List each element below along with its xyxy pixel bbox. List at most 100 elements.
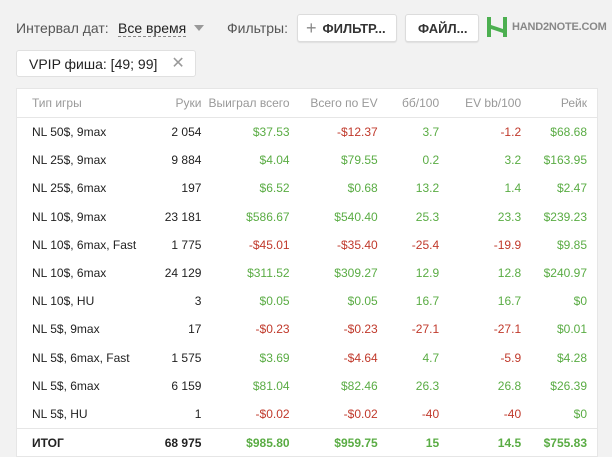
cell-ev-bb100: -1.2 bbox=[500, 125, 522, 140]
cell-ev-bb100: -19.9 bbox=[493, 237, 522, 252]
cell-bb100: 26.3 bbox=[415, 378, 440, 393]
cell-bb100: 25.3 bbox=[415, 209, 440, 224]
cell-ev-total: $82.46 bbox=[340, 378, 378, 393]
table-row[interactable]: NL 25$, 9max 9 884 $4.04 $79.55 0.2 3.2 $163.9… bbox=[17, 146, 597, 174]
cell-bb100: -25.4 bbox=[411, 237, 440, 252]
cell-hands: 2 054 bbox=[171, 125, 202, 140]
cell-hands: 3 bbox=[194, 294, 202, 309]
column-header-ev-total[interactable]: Всего по EV bbox=[289, 89, 378, 118]
cell-ev-bb100: 16.7 bbox=[497, 294, 522, 309]
hand2note-logo-icon bbox=[487, 17, 507, 37]
file-button[interactable]: ФАЙЛ... bbox=[405, 14, 479, 42]
cell-ev-bb100: 1.4 bbox=[504, 181, 522, 196]
cell-game-type: ИТОГ bbox=[17, 428, 149, 457]
cell-game-type: NL 10$, HU bbox=[32, 294, 95, 309]
cell-ev-total: -$4.64 bbox=[343, 350, 378, 365]
cell-hands: 23 181 bbox=[164, 209, 202, 224]
active-filter-chip[interactable]: VPIP фиша: [49; 99] ✕ bbox=[16, 50, 196, 77]
cell-game-type: NL 5$, 9max bbox=[32, 322, 100, 337]
column-header-won-total[interactable]: Выиграл всего bbox=[201, 89, 290, 118]
cell-ev-total: -$12.37 bbox=[336, 125, 378, 140]
cell-won-total: -$0.23 bbox=[255, 322, 290, 337]
table-row[interactable]: NL 25$, 6max 197 $6.52 $0.68 13.2 1.4 $2.47 bbox=[17, 174, 597, 202]
cell-hands: 1 bbox=[194, 406, 202, 421]
cell-ev-bb100: -40 bbox=[503, 406, 522, 421]
column-header-hands[interactable]: Руки bbox=[148, 89, 202, 118]
table-row[interactable]: NL 10$, 9max 23 181 $586.67 $540.40 25.3 23.3… bbox=[17, 203, 597, 231]
cell-rake: $240.97 bbox=[543, 266, 587, 281]
cell-ev-total: $959.75 bbox=[289, 428, 378, 457]
cell-bb100: 16.7 bbox=[415, 294, 440, 309]
cell-ev-total: $540.40 bbox=[334, 209, 378, 224]
cell-ev-total: $309.27 bbox=[334, 266, 378, 281]
cell-won-total: $586.67 bbox=[246, 209, 290, 224]
file-button-label: ФАЙЛ... bbox=[418, 20, 468, 36]
cell-won-total: $37.53 bbox=[252, 125, 290, 140]
cell-rake: $163.95 bbox=[543, 153, 587, 168]
cell-rake: $2.47 bbox=[556, 181, 587, 196]
cell-rake: $9.85 bbox=[556, 237, 587, 252]
cell-game-type: NL 10$, 6max, Fast bbox=[32, 237, 137, 252]
cell-game-type: NL 5$, 6max bbox=[32, 378, 100, 393]
date-interval-value[interactable]: Все время bbox=[118, 19, 187, 37]
table-row[interactable]: NL 5$, 6max, Fast 1 575 $3.69 -$4.64 4.7 -5.9… bbox=[17, 344, 597, 372]
cell-game-type: NL 25$, 6max bbox=[32, 181, 107, 196]
cell-ev-total: $79.55 bbox=[340, 153, 378, 168]
cell-ev-total: $0.68 bbox=[347, 181, 378, 196]
table-row[interactable]: NL 5$, HU 1 -$0.02 -$0.02 -40 -40 $0 bbox=[17, 400, 597, 429]
cell-bb100: 13.2 bbox=[415, 181, 440, 196]
cell-won-total: $0.05 bbox=[259, 294, 290, 309]
table-header-row: Тип игры Руки Выиграл всего Всего по EV … bbox=[17, 89, 597, 118]
cell-rake: $0.01 bbox=[556, 322, 587, 337]
column-header-ev-bb100[interactable]: EV bb/100 bbox=[439, 89, 522, 118]
cell-bb100: 3.7 bbox=[422, 125, 440, 140]
table-row[interactable]: NL 50$, 9max 2 054 $37.53 -$12.37 3.7 -1.2 $68… bbox=[17, 118, 597, 147]
stats-table-card: Тип игры Руки Выиграл всего Всего по EV … bbox=[16, 88, 598, 457]
cell-ev-total: $0.05 bbox=[347, 294, 378, 309]
interval-label: Интервал дат: bbox=[16, 20, 109, 36]
column-header-game-type[interactable]: Тип игры bbox=[17, 89, 149, 118]
cell-rake: $26.39 bbox=[550, 378, 587, 393]
cell-hands: 197 bbox=[181, 181, 202, 196]
cell-ev-total: -$0.23 bbox=[343, 322, 378, 337]
date-interval-dropdown[interactable]: Все время bbox=[118, 16, 205, 40]
table-row[interactable]: NL 10$, 6max 24 129 $311.52 $309.27 12.9 12.8… bbox=[17, 259, 597, 287]
table-row[interactable]: NL 5$, 9max 17 -$0.23 -$0.23 -27.1 -27.1 $0.01 bbox=[17, 315, 597, 343]
cell-ev-bb100: 3.2 bbox=[504, 153, 522, 168]
cell-ev-bb100: 26.8 bbox=[497, 378, 522, 393]
toolbar: Интервал дат: Все время Фильтры: + ФИЛЬТ… bbox=[0, 0, 612, 48]
chevron-down-icon[interactable] bbox=[194, 25, 205, 31]
hand2note-logo: HAND2NOTE.COM bbox=[486, 16, 607, 38]
cell-ev-bb100: 14.5 bbox=[439, 428, 522, 457]
cell-game-type: NL 5$, HU bbox=[32, 406, 88, 421]
stats-table: Тип игры Руки Выиграл всего Всего по EV … bbox=[17, 89, 597, 457]
filters-label: Фильтры: bbox=[227, 20, 288, 36]
cell-game-type: NL 5$, 6max, Fast bbox=[32, 350, 130, 365]
cell-ev-bb100: -5.9 bbox=[500, 350, 522, 365]
add-filter-label: ФИЛЬТР... bbox=[322, 20, 386, 36]
table-row[interactable]: NL 10$, 6max, Fast 1 775 -$45.01 -$35.40 -25… bbox=[17, 231, 597, 259]
cell-won-total: $6.52 bbox=[259, 181, 290, 196]
column-header-bb100[interactable]: бб/100 bbox=[377, 89, 440, 118]
close-icon[interactable]: ✕ bbox=[171, 54, 185, 72]
cell-bb100: 0.2 bbox=[422, 153, 440, 168]
cell-won-total: $81.04 bbox=[252, 378, 290, 393]
cell-rake: $0 bbox=[573, 294, 587, 309]
cell-won-total: -$0.02 bbox=[255, 406, 290, 421]
cell-ev-bb100: -27.1 bbox=[493, 322, 522, 337]
cell-hands: 6 159 bbox=[171, 378, 202, 393]
cell-won-total: $4.04 bbox=[259, 153, 290, 168]
cell-bb100: 4.7 bbox=[422, 350, 440, 365]
cell-game-type: NL 10$, 9max bbox=[32, 209, 107, 224]
table-row[interactable]: NL 5$, 6max 6 159 $81.04 $82.46 26.3 26.8 $26.… bbox=[17, 372, 597, 400]
table-row[interactable]: NL 10$, HU 3 $0.05 $0.05 16.7 16.7 $0 bbox=[17, 287, 597, 315]
cell-game-type: NL 50$, 9max bbox=[32, 125, 107, 140]
column-header-rake[interactable]: Рейк bbox=[521, 89, 597, 118]
cell-hands: 17 bbox=[188, 322, 202, 337]
add-filter-button[interactable]: + ФИЛЬТР... bbox=[297, 14, 397, 42]
table-total-row[interactable]: ИТОГ 68 975 $985.80 $959.75 15 14.5 $755.83 bbox=[17, 428, 597, 457]
cell-rake: $755.83 bbox=[521, 428, 597, 457]
logo-text: HAND2NOTE.COM bbox=[512, 21, 607, 33]
cell-rake: $4.28 bbox=[556, 350, 587, 365]
cell-ev-bb100: 12.8 bbox=[497, 266, 522, 281]
